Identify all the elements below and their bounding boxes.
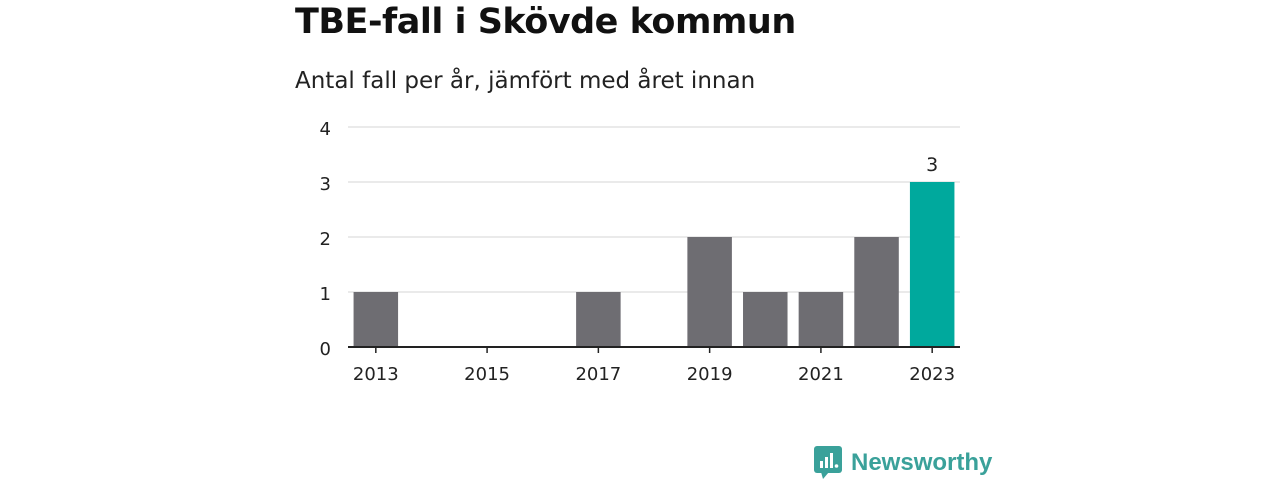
bar-2013 bbox=[353, 292, 399, 347]
brand-name: Newsworthy bbox=[851, 449, 993, 476]
bar-2017 bbox=[576, 292, 621, 347]
y-tick-label: 3 bbox=[320, 174, 331, 195]
y-tick-label: 1 bbox=[320, 284, 331, 305]
axes bbox=[348, 346, 960, 353]
y-tick-label: 4 bbox=[320, 119, 331, 140]
bar-2023 bbox=[909, 182, 955, 347]
bar-2019 bbox=[687, 237, 732, 347]
bar-chart-speech-bubble-icon bbox=[814, 446, 842, 479]
x-tick-label: 2021 bbox=[798, 364, 844, 385]
x-tick-label: 2017 bbox=[575, 364, 621, 385]
x-tick-label: 2023 bbox=[909, 364, 955, 385]
bar-2020 bbox=[743, 292, 788, 347]
bar-chart: 0 1 2 3 4 2013 2015 2017 2019 2021 2023 3 bbox=[320, 119, 960, 385]
bar-2021 bbox=[798, 292, 844, 347]
chart-title: TBE-fall i Skövde kommun bbox=[295, 2, 796, 42]
newsworthy-logo[interactable]: Newsworthy bbox=[814, 446, 992, 480]
x-tick-label: 2015 bbox=[464, 364, 510, 385]
x-tick-label: 2013 bbox=[353, 364, 399, 385]
data-label: 3 bbox=[926, 154, 938, 176]
y-tick-label: 0 bbox=[320, 339, 331, 360]
chart-subtitle: Antal fall per år, jämfört med året inna… bbox=[295, 68, 756, 94]
bars bbox=[353, 182, 955, 347]
x-tick-label: 2019 bbox=[687, 364, 733, 385]
labels: 0 1 2 3 4 2013 2015 2017 2019 2021 2023 3 bbox=[320, 119, 956, 385]
bar-2022 bbox=[854, 237, 899, 347]
y-tick-label: 2 bbox=[320, 229, 331, 250]
